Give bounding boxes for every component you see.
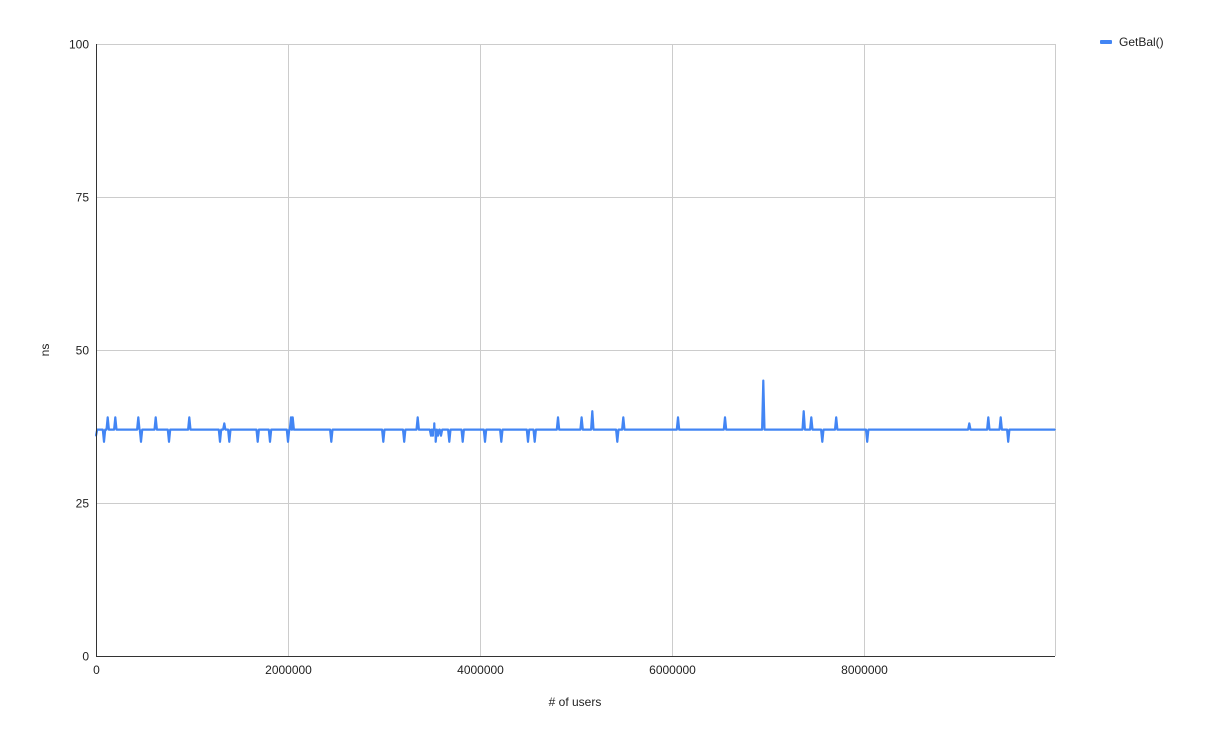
data-point (168, 441, 170, 443)
data-point (1054, 428, 1056, 431)
data-point (137, 416, 140, 419)
y-tick-label: 50 (76, 344, 90, 358)
data-point (968, 422, 971, 425)
data-point (835, 416, 837, 419)
data-point (448, 441, 451, 443)
data-point (330, 441, 333, 443)
y-tick-label: 100 (69, 38, 89, 52)
data-point (432, 434, 434, 437)
data-point (291, 416, 294, 419)
tick-labels: 0 25 50 75 100 0 2000000 4000000 6000000 8000000 (69, 38, 888, 678)
data-point (437, 434, 439, 437)
legend-label: GetBal() (1119, 35, 1164, 49)
data-point (616, 441, 619, 443)
data-point (527, 441, 529, 443)
y-tick-label: 25 (76, 497, 90, 511)
legend-swatch (1100, 40, 1112, 44)
x-tick-label: 4000000 (457, 663, 504, 677)
data-point (269, 441, 271, 443)
y-tick-label: 75 (76, 191, 90, 205)
data-point (1007, 441, 1009, 443)
data-point (256, 441, 259, 443)
data-point (440, 434, 442, 437)
data-point (228, 441, 231, 443)
data-point (484, 441, 486, 443)
x-tick-label: 8000000 (841, 663, 888, 677)
x-tick-label: 0 (93, 663, 100, 677)
data-point (622, 416, 625, 419)
data-point (188, 416, 191, 419)
data-point (802, 410, 805, 413)
data-point (810, 416, 813, 419)
data-point (433, 422, 436, 425)
data-point (106, 416, 109, 419)
x-axis-label: # of users (549, 695, 602, 709)
data-point (677, 416, 679, 419)
data-point (591, 410, 594, 413)
gridlines (96, 44, 1056, 657)
data-point (580, 416, 583, 419)
data-point (382, 441, 385, 443)
data-point (140, 441, 142, 443)
data-point (999, 416, 1002, 419)
data-point (461, 441, 464, 443)
data-point (154, 416, 157, 419)
data-point (114, 416, 117, 419)
x-tick-label: 6000000 (649, 663, 696, 677)
y-axis-label: ns (38, 344, 52, 357)
data-point (290, 416, 292, 419)
series-layer (94, 379, 1056, 443)
data-point (434, 441, 437, 443)
data-point (724, 416, 726, 419)
data-point (223, 422, 226, 425)
data-point (533, 441, 536, 443)
x-tick-label: 2000000 (265, 663, 312, 677)
data-point (103, 441, 105, 443)
data-point (219, 441, 221, 443)
data-point (866, 441, 868, 443)
data-point (762, 379, 765, 382)
data-point (287, 441, 289, 443)
data-point (430, 434, 432, 437)
data-point (416, 416, 419, 419)
legend[interactable]: GetBal() (1100, 35, 1164, 49)
data-point (403, 441, 406, 443)
data-point (987, 416, 990, 419)
series-line (94, 379, 1055, 443)
data-point (557, 416, 559, 419)
data-point (821, 441, 824, 443)
y-tick-label: 0 (82, 650, 89, 664)
data-point (500, 441, 503, 443)
